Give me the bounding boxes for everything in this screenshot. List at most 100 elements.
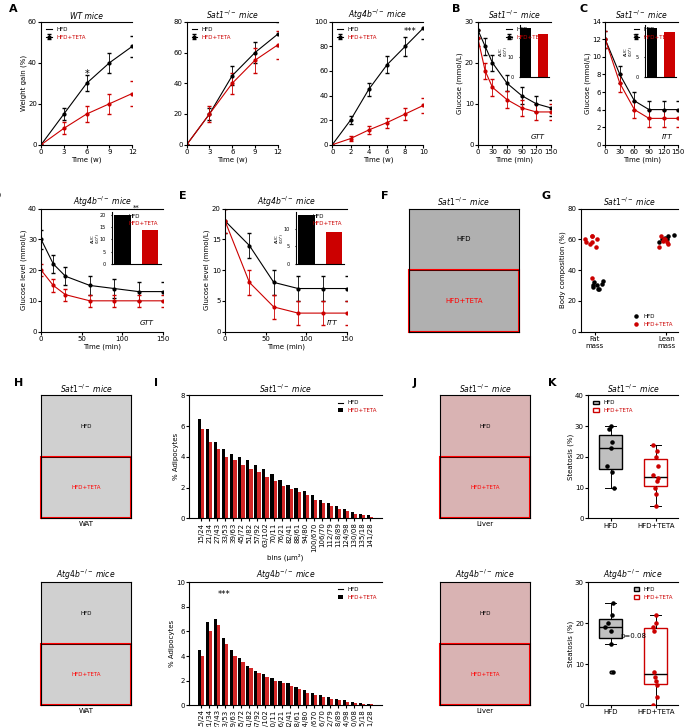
Title: $Sat1^{-/-}$ mice: $Sat1^{-/-}$ mice — [607, 382, 660, 395]
Point — [586, 230, 597, 242]
Bar — [258, 673, 261, 705]
Bar — [273, 481, 277, 518]
Bar — [322, 696, 325, 705]
Bar — [290, 489, 293, 518]
Title: WT mice: WT mice — [70, 12, 103, 21]
Text: I: I — [154, 377, 158, 387]
Text: ***: *** — [403, 27, 416, 36]
X-axis label: bins (μm²): bins (μm²) — [267, 553, 304, 561]
Point — [669, 229, 680, 241]
Point — [661, 233, 672, 245]
Point — [597, 278, 608, 290]
Bar — [249, 469, 253, 518]
Bar — [286, 683, 290, 705]
Point — [607, 597, 618, 608]
Bar — [354, 703, 358, 705]
Point — [603, 423, 614, 435]
Bar — [271, 474, 273, 518]
Bar — [201, 656, 204, 705]
Bar — [234, 656, 236, 705]
PathPatch shape — [599, 619, 622, 638]
Bar — [298, 689, 301, 705]
Point — [650, 488, 661, 499]
Point — [608, 482, 619, 494]
Point — [588, 280, 599, 292]
Bar — [209, 632, 212, 705]
Point — [592, 280, 603, 292]
Bar — [314, 500, 317, 518]
Title: $Atg4b^{-/-}$ mice: $Atg4b^{-/-}$ mice — [56, 568, 116, 582]
Point — [606, 626, 617, 638]
Bar — [303, 491, 306, 518]
Point — [600, 622, 611, 633]
Bar — [306, 495, 309, 518]
Title: Atg4b$^{-/-}$ mice: Atg4b$^{-/-}$ mice — [349, 7, 408, 22]
Bar — [303, 691, 306, 705]
Bar — [351, 702, 354, 705]
Bar — [354, 514, 358, 518]
Y-axis label: Glucose (mmol/L): Glucose (mmol/L) — [584, 52, 590, 114]
Bar — [327, 696, 330, 705]
Y-axis label: Glucose level (mmol/L): Glucose level (mmol/L) — [204, 230, 210, 310]
X-axis label: Time (w): Time (w) — [71, 156, 102, 163]
Bar — [262, 469, 266, 518]
Bar — [234, 460, 236, 518]
Bar — [319, 695, 322, 705]
Legend: HFD, HFD+TETA: HFD, HFD+TETA — [336, 398, 379, 415]
Point — [606, 609, 617, 621]
Text: HFD+TETA: HFD+TETA — [71, 485, 101, 490]
Title: Sat1$^{-/-}$ mice: Sat1$^{-/-}$ mice — [615, 9, 669, 21]
Point — [592, 233, 603, 245]
Bar — [230, 454, 234, 518]
Legend: HFD, HFD+TETA: HFD, HFD+TETA — [632, 585, 675, 602]
Bar — [314, 695, 317, 705]
Bar — [238, 457, 241, 518]
Point — [580, 233, 590, 245]
Point — [663, 238, 674, 250]
Text: J: J — [413, 377, 417, 387]
Bar — [241, 662, 245, 705]
Bar — [351, 513, 354, 518]
Bar — [201, 429, 204, 518]
Point — [648, 699, 659, 711]
Bar — [286, 485, 290, 518]
Title: $Atg4b^{-/-}$ mice: $Atg4b^{-/-}$ mice — [256, 568, 315, 582]
Bar — [330, 506, 333, 518]
Bar — [222, 638, 225, 705]
Bar — [295, 488, 298, 518]
Bar — [306, 693, 309, 705]
Bar — [278, 680, 282, 705]
Text: C: C — [580, 4, 588, 14]
Point — [650, 482, 661, 494]
Bar — [338, 509, 341, 518]
X-axis label: Time (min): Time (min) — [267, 343, 305, 350]
Point — [651, 675, 662, 686]
Point — [593, 283, 603, 294]
X-axis label: Liver: Liver — [477, 521, 494, 527]
Bar — [295, 687, 298, 705]
Bar — [198, 419, 201, 518]
Bar — [322, 503, 325, 518]
Bar — [222, 449, 225, 518]
Y-axis label: Glucose level (mmol/L): Glucose level (mmol/L) — [20, 230, 27, 310]
Y-axis label: Weight gain (%): Weight gain (%) — [20, 55, 27, 111]
Title: $Sat1^{-/-}$ mice: $Sat1^{-/-}$ mice — [60, 382, 112, 395]
Text: GTT: GTT — [531, 134, 545, 140]
Bar — [214, 619, 217, 705]
Bar — [346, 510, 349, 518]
Text: ITT: ITT — [327, 321, 337, 326]
Bar — [359, 703, 362, 705]
Text: HFD+TETA: HFD+TETA — [71, 672, 101, 677]
Bar — [362, 704, 365, 705]
PathPatch shape — [599, 435, 622, 469]
Bar — [342, 509, 346, 518]
Bar — [258, 473, 261, 518]
Title: $Sat1^{-/-}$ mice: $Sat1^{-/-}$ mice — [437, 196, 490, 208]
Point — [606, 435, 617, 447]
Y-axis label: Body composition (%): Body composition (%) — [560, 232, 566, 308]
Point — [648, 626, 659, 638]
Bar — [278, 480, 282, 518]
Legend: HFD, HFD+TETA: HFD, HFD+TETA — [591, 398, 635, 415]
X-axis label: Time (w): Time (w) — [362, 156, 393, 163]
Y-axis label: Steatosis (%): Steatosis (%) — [567, 434, 573, 480]
